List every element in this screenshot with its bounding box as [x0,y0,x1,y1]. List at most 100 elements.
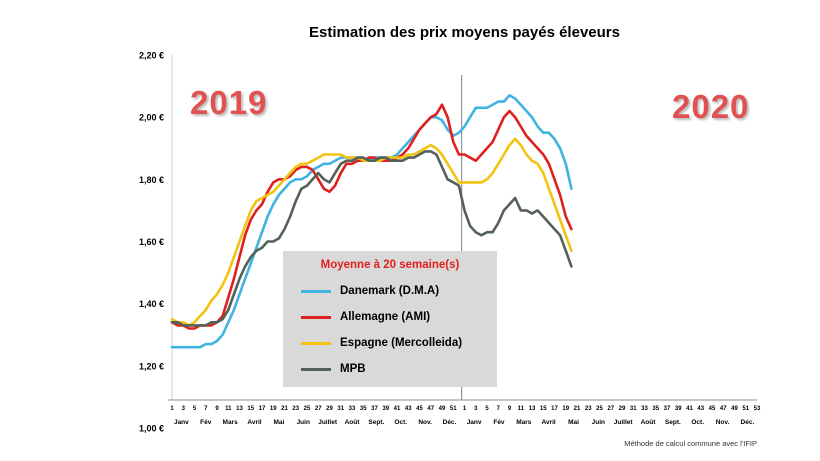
svg-text:1,40 €: 1,40 € [139,299,164,309]
svg-text:31: 31 [337,406,344,412]
svg-text:Mars: Mars [223,419,239,426]
svg-text:23: 23 [292,406,299,412]
legend: Moyenne à 20 semaine(s) Danemark (D.M.A)… [283,251,497,387]
svg-text:39: 39 [382,406,389,412]
svg-text:Avril: Avril [247,419,261,426]
svg-text:1: 1 [463,406,467,412]
footnote: Méthode de calcul commune avec l'IFIP [624,439,757,448]
svg-text:Déc.: Déc. [443,419,457,426]
svg-text:23: 23 [585,406,592,412]
svg-text:1,60 €: 1,60 € [139,237,164,247]
svg-text:47: 47 [720,406,727,412]
legend-label: Danemark (D.M.A) [340,285,440,297]
svg-text:Juillet: Juillet [614,419,634,426]
svg-text:1,80 €: 1,80 € [139,175,164,185]
svg-text:47: 47 [427,406,434,412]
espagne-line-swatch [301,341,331,345]
svg-text:Mai: Mai [273,419,284,426]
svg-text:15: 15 [247,406,254,412]
svg-text:Avril: Avril [542,419,556,426]
svg-text:21: 21 [574,406,581,412]
svg-text:Nov.: Nov. [418,419,432,426]
svg-text:Sept.: Sept. [368,419,384,426]
svg-text:33: 33 [349,406,356,412]
svg-text:Mars: Mars [516,419,532,426]
svg-text:Mai: Mai [568,419,579,426]
svg-text:1,00 €: 1,00 € [139,424,164,434]
svg-text:Sept.: Sept. [665,419,681,426]
svg-text:Nov.: Nov. [716,419,730,426]
svg-text:Fév: Fév [200,419,212,426]
svg-text:Oct.: Oct. [394,419,407,426]
svg-text:33: 33 [641,406,648,412]
svg-text:17: 17 [259,406,266,412]
legend-label: MPB [340,363,366,375]
svg-text:29: 29 [326,406,333,412]
legend-label: Allemagne (AMI) [340,311,431,323]
mpb-line-swatch [301,367,331,371]
svg-text:19: 19 [562,406,569,412]
svg-text:37: 37 [664,406,671,412]
svg-text:11: 11 [225,406,232,412]
svg-text:13: 13 [529,406,536,412]
svg-text:21: 21 [281,406,288,412]
svg-text:Janv: Janv [467,419,482,426]
svg-text:43: 43 [405,406,412,412]
svg-text:25: 25 [596,406,603,412]
chart-title: Estimation des prix moyens payés éleveur… [309,24,620,41]
svg-text:41: 41 [394,406,401,412]
svg-text:29: 29 [619,406,626,412]
svg-text:7: 7 [497,406,501,412]
legend-label: Espagne (Mercolleida) [340,337,463,349]
svg-text:15: 15 [540,406,547,412]
svg-text:19: 19 [270,406,277,412]
svg-text:Oct.: Oct. [691,419,704,426]
legend-item-mpb: MPB [301,356,497,382]
svg-text:31: 31 [630,406,637,412]
svg-text:Août: Août [641,419,657,426]
svg-text:45: 45 [709,406,716,412]
svg-text:9: 9 [508,406,512,412]
year-label-2020: 2020 [672,88,750,125]
legend-item-espagne: Espagne (Mercolleida) [301,330,497,356]
svg-text:49: 49 [439,406,446,412]
svg-text:41: 41 [686,406,693,412]
svg-text:Fév: Fév [493,419,505,426]
svg-text:Août: Août [345,419,361,426]
svg-text:37: 37 [371,406,378,412]
svg-text:51: 51 [742,406,749,412]
svg-text:Janv: Janv [174,419,189,426]
svg-text:17: 17 [551,406,558,412]
svg-text:45: 45 [416,406,423,412]
svg-text:51: 51 [450,406,457,412]
svg-text:25: 25 [304,406,311,412]
svg-text:Juin: Juin [592,419,605,426]
svg-text:11: 11 [518,406,525,412]
svg-text:5: 5 [485,406,489,412]
svg-text:Juin: Juin [297,419,310,426]
svg-text:1,20 €: 1,20 € [139,361,164,371]
svg-text:3: 3 [474,406,478,412]
svg-text:5: 5 [193,406,197,412]
svg-text:7: 7 [204,406,208,412]
svg-text:1: 1 [170,406,174,412]
svg-text:27: 27 [315,406,322,412]
svg-text:43: 43 [697,406,704,412]
allemagne-line-swatch [301,315,331,319]
svg-text:Déc.: Déc. [741,419,755,426]
svg-text:35: 35 [652,406,659,412]
svg-text:49: 49 [731,406,738,412]
legend-title: Moyenne à 20 semaine(s) [320,259,460,271]
year-label-2019: 2019 [190,84,268,121]
svg-text:3: 3 [182,406,186,412]
danemark-line-swatch [301,289,331,293]
svg-text:9: 9 [215,406,219,412]
svg-text:39: 39 [675,406,682,412]
svg-text:13: 13 [236,406,243,412]
legend-item-allemagne: Allemagne (AMI) [301,304,497,330]
legend-item-danemark: Danemark (D.M.A) [301,278,497,304]
svg-text:53: 53 [754,406,761,412]
svg-text:2,00 €: 2,00 € [139,113,164,123]
